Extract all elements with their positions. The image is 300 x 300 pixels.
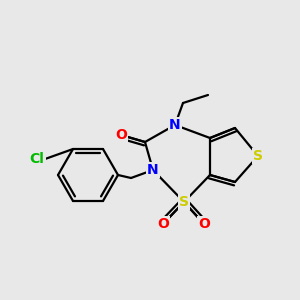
Text: N: N — [147, 163, 159, 177]
Text: O: O — [115, 128, 127, 142]
Text: N: N — [169, 118, 181, 132]
Text: S: S — [179, 195, 189, 209]
Text: O: O — [198, 217, 210, 231]
Text: S: S — [253, 149, 263, 163]
Text: Cl: Cl — [30, 152, 44, 166]
Text: O: O — [157, 217, 169, 231]
